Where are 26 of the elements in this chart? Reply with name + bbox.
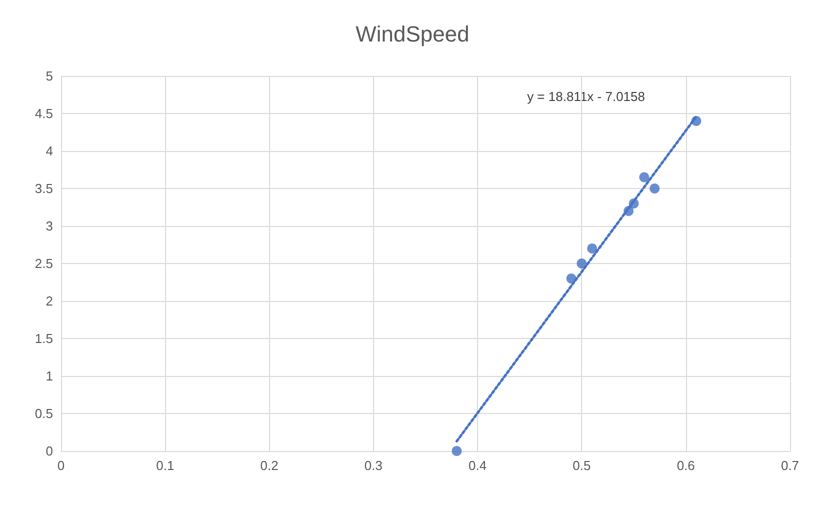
point (587, 244, 598, 254)
y-tick-label: 2 (46, 294, 53, 308)
y-tick-label: 1 (46, 368, 53, 384)
x-tick-label: 0 (57, 458, 65, 473)
y-tick-label: 0.5 (34, 406, 53, 421)
point (650, 184, 660, 194)
x-tick-label: 0.4 (468, 458, 487, 473)
x-tick-label: 0.3 (364, 458, 382, 473)
x-tick-label: 0.6 (676, 458, 695, 473)
chart-title: WindSpeed (356, 22, 470, 46)
y-tick-label: 0 (46, 444, 53, 458)
y-tick-label: 1.5 (34, 331, 53, 346)
x-tick-label: 0.7 (780, 458, 800, 473)
y-tick-label: 3 (46, 218, 53, 234)
annotation: y = 18.811x - 7.0158 (527, 89, 646, 104)
x-tick-label: 0.2 (260, 458, 278, 473)
y-tick-label: 3.5 (34, 181, 53, 196)
y-tick-label: 2.5 (34, 256, 53, 271)
y-tick-label: 4 (46, 144, 53, 158)
point (576, 258, 587, 268)
y-tick-label: 5 (46, 68, 53, 84)
point (639, 172, 650, 182)
x-tick-label: 0.1 (156, 458, 174, 473)
x-tick-label: 0.5 (572, 458, 591, 473)
point (452, 446, 462, 456)
y-tick-label: 4.5 (34, 106, 53, 121)
